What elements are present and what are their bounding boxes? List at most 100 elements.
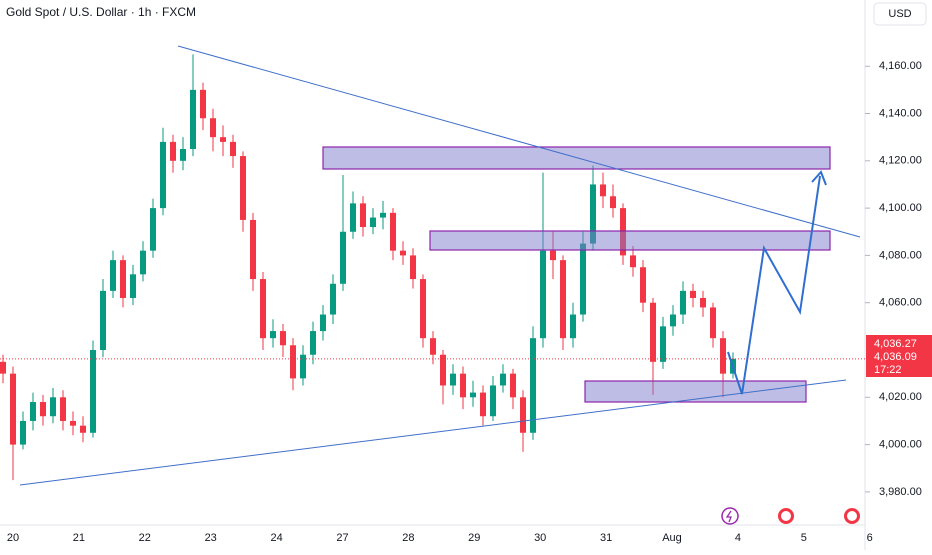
candle-body (130, 274, 136, 298)
candle-body (300, 354, 306, 379)
x-tick-label: 4 (735, 532, 741, 544)
x-tick-label: 21 (73, 532, 85, 544)
candle-body (560, 260, 566, 339)
candle-body (210, 118, 216, 138)
candle-body (180, 148, 186, 161)
candle-body (320, 314, 326, 332)
y-tick-label: 4,020.00 (879, 391, 922, 403)
projection-arrowhead (811, 170, 827, 186)
candle-body (80, 425, 86, 433)
x-tick-label: 23 (205, 532, 217, 544)
y-tick-label: 4,000.00 (879, 439, 922, 451)
event-icon[interactable] (721, 507, 739, 525)
candle-body (380, 212, 386, 218)
candle-body (400, 250, 406, 256)
candle-body (360, 203, 366, 228)
candle-body (110, 260, 116, 291)
candle-body (350, 203, 356, 232)
event-icon-glyph (847, 511, 857, 521)
candle-body (150, 208, 156, 251)
candles (0, 54, 865, 481)
candle-body (700, 297, 706, 308)
x-tick-label: 27 (336, 532, 348, 544)
candle-body (420, 279, 426, 339)
candle-body (140, 250, 146, 275)
candle-body (450, 373, 456, 386)
candle-body (680, 290, 686, 315)
candle-body (20, 420, 26, 445)
y-tick-label: 4,080.00 (879, 249, 922, 261)
price-label-box (866, 335, 932, 377)
x-tick-label: 31 (600, 532, 612, 544)
candle-body (220, 137, 226, 142)
candle-body (530, 338, 536, 433)
candle-body (500, 373, 506, 386)
y-tick-label: 3,980.00 (879, 486, 922, 498)
candle-body (720, 338, 726, 374)
candle-body (270, 331, 276, 339)
candle-body (410, 255, 416, 280)
y-tick-label: 4,160.00 (879, 60, 922, 72)
y-tick-label: 4,140.00 (879, 107, 922, 119)
candle-body (670, 314, 676, 327)
resistance-zone (429, 230, 831, 251)
candle-body (690, 290, 696, 298)
y-tick-label: 4,120.00 (879, 155, 922, 167)
candle-body (580, 243, 586, 315)
x-tick-label: 28 (402, 532, 414, 544)
candle-body (480, 392, 486, 417)
candle-body (610, 196, 616, 209)
candle-body (520, 397, 526, 433)
candle-body (260, 279, 266, 339)
candle-body (160, 141, 166, 209)
candle-body (240, 156, 246, 220)
currency-label[interactable]: USD (888, 8, 911, 20)
candle-body (630, 255, 636, 268)
candle-body (490, 385, 496, 417)
candle-body (40, 402, 46, 417)
candle-body (600, 184, 606, 197)
x-tick-label: 6 (867, 532, 873, 544)
candle-body (0, 361, 6, 374)
candle-body (340, 231, 346, 284)
candle-body (570, 314, 576, 339)
candle-body (170, 141, 176, 161)
candle-body (10, 373, 16, 445)
bid-price: 4,036.09 (874, 351, 917, 363)
candle-body (540, 250, 546, 339)
candle-body (460, 373, 466, 398)
candle-body (60, 397, 66, 421)
candle-body (280, 331, 286, 346)
candle-body (290, 345, 296, 379)
currency-button[interactable] (873, 2, 927, 26)
x-tick-label: Aug (662, 532, 682, 544)
candle-body (550, 250, 556, 261)
candle-body (640, 267, 646, 303)
candle-body (330, 283, 336, 315)
candle-body (470, 392, 476, 398)
support-zone (584, 380, 807, 403)
trendline (19, 379, 847, 486)
candle-body (440, 354, 446, 386)
candle-body (230, 141, 236, 157)
projection-path (727, 175, 821, 395)
candle-body (90, 350, 96, 433)
candle-body (590, 184, 596, 244)
event-icon-glyph (725, 510, 732, 523)
candle-body (710, 307, 716, 339)
x-tick-label: 20 (7, 532, 19, 544)
y-tick-label: 4,060.00 (879, 297, 922, 309)
candle-body (250, 219, 256, 280)
x-tick-label: 24 (270, 532, 282, 544)
x-tick-label: 5 (801, 532, 807, 544)
candle-body (120, 260, 126, 298)
candle-body (200, 89, 206, 119)
candle-body (370, 217, 376, 228)
x-tick-label: 29 (468, 532, 480, 544)
candle-body (390, 212, 396, 251)
y-tick-label: 4,100.00 (879, 202, 922, 214)
trendline (177, 45, 861, 238)
x-tick-label: 22 (139, 532, 151, 544)
